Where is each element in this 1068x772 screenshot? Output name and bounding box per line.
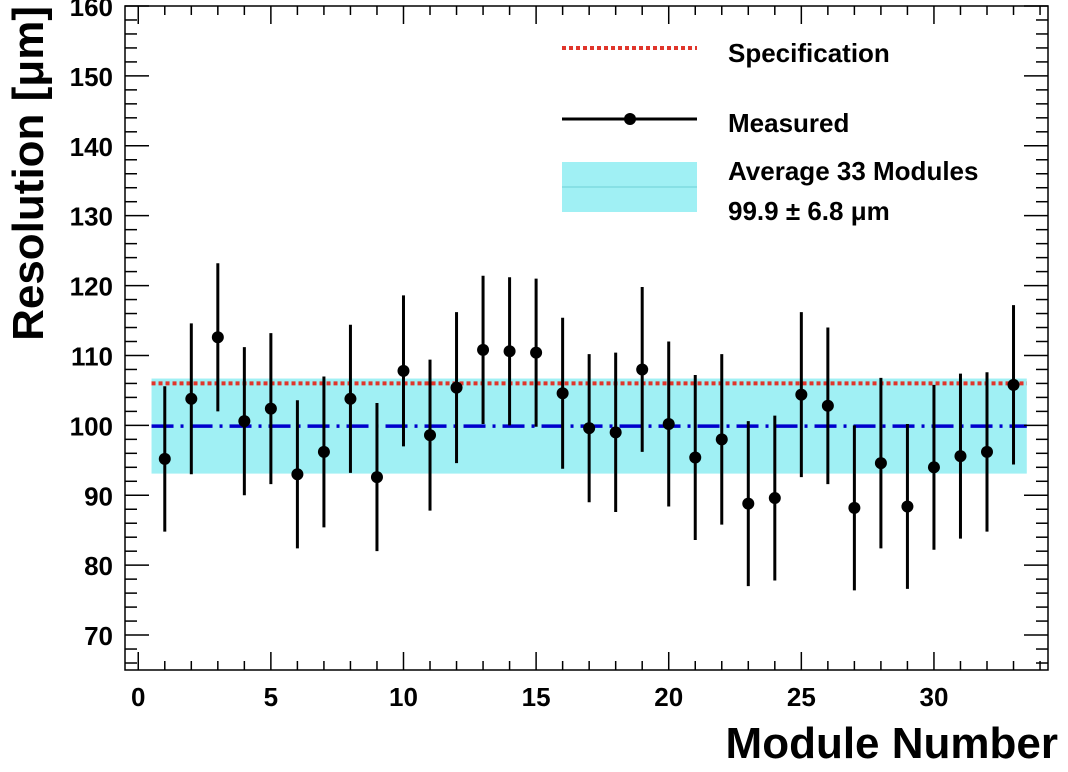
point-marker — [556, 387, 569, 400]
data-point — [503, 277, 516, 426]
point-marker — [954, 450, 967, 463]
point-marker — [689, 451, 702, 464]
data-point — [370, 403, 383, 552]
point-marker — [636, 363, 649, 376]
point-marker — [927, 461, 940, 474]
point-marker — [662, 417, 675, 430]
point-marker — [1007, 378, 1020, 391]
legend-average-label: Average 33 Modules — [728, 156, 978, 186]
data-point — [901, 423, 914, 589]
y-tick-label: 100 — [70, 411, 113, 441]
legend-specification-label: Specification — [728, 38, 890, 68]
y-tick-label: 140 — [70, 132, 113, 162]
data-point — [450, 312, 463, 464]
data-point — [344, 324, 357, 473]
point-marker — [424, 429, 437, 442]
data-point — [477, 275, 490, 424]
point-marker — [715, 433, 728, 446]
data-point — [742, 421, 755, 587]
data-point — [583, 354, 596, 503]
point-marker — [609, 426, 622, 439]
y-tick-label: 120 — [70, 272, 113, 302]
data-point — [317, 376, 330, 528]
data-point — [397, 295, 410, 447]
y-tick-label: 150 — [70, 62, 113, 92]
point-marker — [370, 471, 383, 484]
x-tick-label: 0 — [131, 682, 145, 712]
point-marker — [291, 468, 304, 481]
legend: Specification Measured Average 33 Module… — [562, 38, 978, 226]
point-marker — [317, 445, 330, 458]
point-marker — [768, 492, 781, 505]
point-marker — [530, 346, 543, 359]
point-marker — [158, 452, 171, 465]
point-marker — [450, 381, 463, 394]
data-point — [264, 333, 277, 485]
point-marker — [397, 364, 410, 377]
point-marker — [980, 445, 993, 458]
tick-labels-layer: 0 5 10 15 20 25 30 70 80 90 100 110 120 130 140 150 160 — [70, 0, 949, 712]
data-point — [689, 375, 702, 540]
y-tick-label: 130 — [70, 202, 113, 232]
data-point — [927, 384, 940, 550]
data-point — [424, 359, 437, 511]
y-tick-label: 160 — [70, 0, 113, 22]
data-point — [821, 327, 834, 485]
y-tick-label: 90 — [84, 481, 113, 511]
point-marker — [583, 422, 596, 435]
legend-measured-marker — [624, 113, 636, 125]
y-tick-label: 110 — [71, 341, 113, 371]
x-tick-label: 10 — [389, 682, 418, 712]
legend-average-value: 99.9 ± 6.8 μm — [728, 196, 890, 226]
point-marker — [901, 500, 914, 513]
point-marker — [264, 402, 277, 415]
y-tick-label: 70 — [84, 621, 113, 651]
data-point — [291, 400, 304, 549]
plot-frame — [124, 5, 1049, 671]
point-marker — [185, 392, 198, 405]
point-marker — [821, 399, 834, 412]
x-tick-label: 20 — [654, 682, 683, 712]
measured-points-layer — [158, 263, 1020, 591]
point-marker — [795, 388, 808, 401]
point-marker — [503, 345, 516, 358]
data-point — [185, 323, 198, 475]
y-tick-label: 80 — [84, 551, 113, 581]
point-marker — [477, 343, 490, 356]
point-marker — [742, 497, 755, 510]
data-point — [609, 352, 622, 513]
data-point — [158, 386, 171, 532]
point-marker — [211, 331, 224, 344]
data-point — [715, 354, 728, 525]
data-point — [556, 317, 569, 469]
x-axis-title: Module Number — [726, 719, 1058, 768]
point-marker — [344, 392, 357, 405]
data-point — [768, 415, 781, 581]
data-point — [530, 278, 543, 427]
data-point — [980, 372, 993, 532]
point-marker — [874, 457, 887, 470]
x-tick-label: 30 — [919, 682, 948, 712]
data-point — [954, 373, 967, 539]
x-tick-label: 5 — [264, 682, 278, 712]
point-marker — [238, 415, 251, 428]
data-point — [662, 341, 675, 507]
data-point — [1007, 305, 1020, 465]
data-point — [636, 286, 649, 452]
x-tick-label: 15 — [522, 682, 551, 712]
legend-measured-label: Measured — [728, 108, 849, 138]
data-point — [874, 377, 887, 549]
point-marker — [848, 501, 861, 514]
x-tick-label: 25 — [787, 682, 816, 712]
data-point — [238, 347, 251, 496]
data-point — [211, 263, 224, 412]
data-point — [795, 312, 808, 478]
axis-ticks-layer — [125, 5, 1048, 670]
data-point — [848, 425, 861, 591]
y-axis-title: Resolution [μm] — [4, 6, 53, 341]
